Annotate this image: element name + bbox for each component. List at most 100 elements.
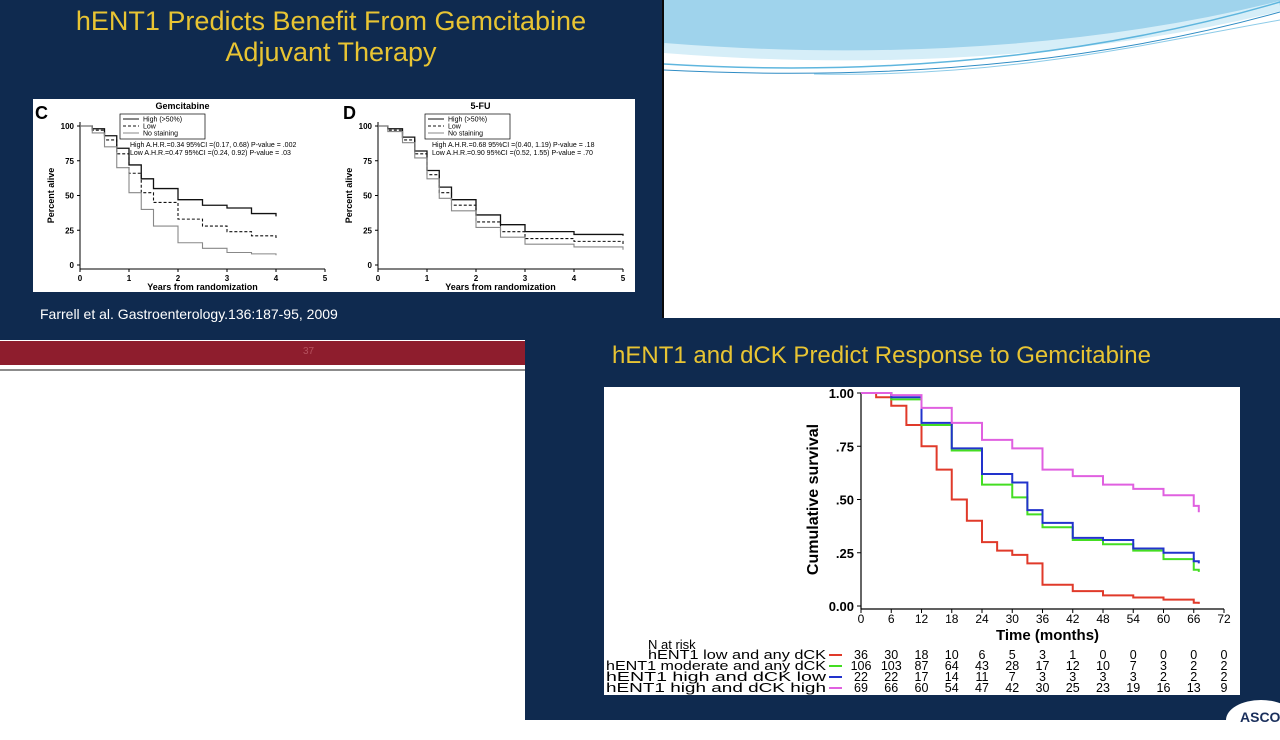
- at-risk-count: 47: [975, 681, 989, 695]
- at-risk-count: 106: [851, 659, 872, 673]
- at-risk-count: 3: [1069, 670, 1076, 684]
- hr-annotation: High A.H.R.=0.34 95%CI =(0.17, 0.68) P-v…: [130, 142, 296, 149]
- y-tick-label: .75: [836, 439, 854, 454]
- series-line-1: [861, 392, 1200, 572]
- x-tick-label: 72: [1217, 612, 1231, 626]
- at-risk-count: 60: [915, 681, 929, 695]
- x-tick-label: 0: [858, 612, 865, 626]
- at-risk-count: 25: [1066, 681, 1080, 695]
- at-risk-count: 16: [1157, 681, 1171, 695]
- at-risk-count: 23: [1096, 681, 1110, 695]
- panel-letter: C: [35, 103, 48, 123]
- at-risk-count: 12: [1066, 659, 1080, 673]
- y-axis-label: Percent alive: [344, 168, 354, 224]
- x-tick-label: 5: [621, 274, 626, 283]
- legend-box: [119, 113, 206, 140]
- at-risk-count: 7: [1130, 659, 1137, 673]
- asco-logo-text: ASCO: [1240, 709, 1280, 725]
- asco-logo: ASCO: [1226, 700, 1280, 740]
- at-risk-count: 3: [1160, 659, 1167, 673]
- x-tick-label: 66: [1187, 612, 1201, 626]
- at-risk-count: 6: [979, 648, 986, 662]
- y-tick-label: 100: [61, 122, 75, 131]
- at-risk-count: 0: [1190, 648, 1197, 662]
- at-risk-count: 1: [1069, 648, 1076, 662]
- x-tick-label: 42: [1066, 612, 1080, 626]
- x-axis-label: Time (months): [996, 627, 1099, 644]
- y-tick-label: 75: [65, 157, 74, 166]
- at-risk-count: 103: [881, 659, 902, 673]
- legend-label: No staining: [143, 131, 178, 138]
- series-line-3: [861, 392, 1200, 513]
- at-risk-count: 22: [884, 670, 898, 684]
- x-tick-label: 2: [474, 274, 479, 283]
- at-risk-count: 36: [854, 648, 868, 662]
- figure-km-panels: C Gemcitabine 0 25 50 75 100 0 1 2 3 4 5 Years from r…: [33, 99, 635, 292]
- footer-red-bar: [0, 341, 525, 365]
- y-tick-label: 0: [70, 261, 75, 270]
- at-risk-count: 13: [1187, 681, 1201, 695]
- slide-title-line2: Adjuvant Therapy: [225, 37, 437, 67]
- at-risk-count: 87: [915, 659, 929, 673]
- slide-divider: [662, 0, 665, 320]
- x-tick-label: 12: [915, 612, 929, 626]
- at-risk-count: 5: [1009, 648, 1016, 662]
- at-risk-count: 28: [1005, 659, 1019, 673]
- legend-label: High (>50%): [143, 117, 182, 124]
- x-tick-label: 60: [1157, 612, 1171, 626]
- at-risk-count: 10: [945, 648, 959, 662]
- at-risk-count: 19: [1126, 681, 1140, 695]
- at-risk-count: 54: [945, 681, 959, 695]
- y-tick-label: 0.00: [829, 599, 854, 614]
- slide-top-right: [664, 0, 1280, 318]
- x-tick-label: 30: [1006, 612, 1020, 626]
- decorative-swoosh: [664, 0, 1280, 75]
- x-tick-label: 36: [1036, 612, 1050, 626]
- km-panel-c: C Gemcitabine 0 25 50 75 100 0 1 2 3 4 5 Years from r…: [35, 101, 328, 292]
- x-tick-label: 54: [1127, 612, 1141, 626]
- y-tick-label: 75: [363, 157, 372, 166]
- at-risk-count: 3: [1039, 670, 1046, 684]
- panel-title: Gemcitabine: [155, 101, 209, 111]
- at-risk-count: 14: [945, 670, 959, 684]
- at-risk-row-label: hENT1 high and dCK high: [606, 681, 826, 695]
- y-axis-label: Cumulative survival: [805, 424, 822, 575]
- y-tick-label: 100: [359, 122, 373, 131]
- at-risk-title: N at risk: [648, 637, 696, 652]
- y-tick-label: 25: [65, 226, 74, 235]
- at-risk-count: 43: [975, 659, 989, 673]
- series-line-0: [861, 392, 1200, 604]
- series-line-2: [80, 125, 277, 256]
- at-risk-row-label: hENT1 high and dCK low: [606, 670, 828, 684]
- series-line-2: [378, 125, 624, 250]
- at-risk-count: 3: [1100, 670, 1107, 684]
- x-tick-label: 6: [888, 612, 895, 626]
- at-risk-count: 0: [1221, 648, 1228, 662]
- at-risk-count: 2: [1221, 659, 1228, 673]
- hr-annotation: Low A.H.R.=0.47 95%CI =(0.24, 0.92) P-va…: [130, 150, 291, 157]
- at-risk-count: 66: [884, 681, 898, 695]
- survival-chart-svg: 0.00.25.50.751.000 6 12 18 24 30 36 42 48 54 60 66 7…: [606, 386, 1231, 695]
- x-axis-label: Years from randomization: [445, 282, 556, 292]
- y-tick-label: 1.00: [829, 387, 854, 401]
- x-tick-label: 3: [523, 274, 528, 283]
- km-panel-d: D 5-FU 0 25 50 75 100 0 1 2 3 4 5 Years from randomiz…: [343, 101, 626, 292]
- series-line-0: [80, 125, 277, 217]
- x-tick-label: 24: [975, 612, 989, 626]
- at-risk-count: 42: [1005, 681, 1019, 695]
- slide-title-line1: hENT1 Predicts Benefit From Gemcitabine: [75, 6, 587, 36]
- at-risk-row-label: hENT1 low and any dCK: [648, 648, 827, 662]
- x-tick-label: 1: [425, 274, 430, 283]
- x-tick-label: 0: [78, 274, 83, 283]
- at-risk-count: 69: [854, 681, 868, 695]
- panel-letter: D: [343, 103, 356, 123]
- legend-box: [424, 113, 511, 140]
- at-risk-count: 0: [1160, 648, 1167, 662]
- x-tick-label: 0: [376, 274, 381, 283]
- panel-title: 5-FU: [471, 101, 491, 111]
- at-risk-row-label: hENT1 moderate and any dCK: [606, 659, 827, 673]
- x-tick-label: 1: [127, 274, 132, 283]
- x-tick-label: 3: [225, 274, 230, 283]
- at-risk-count: 30: [884, 648, 898, 662]
